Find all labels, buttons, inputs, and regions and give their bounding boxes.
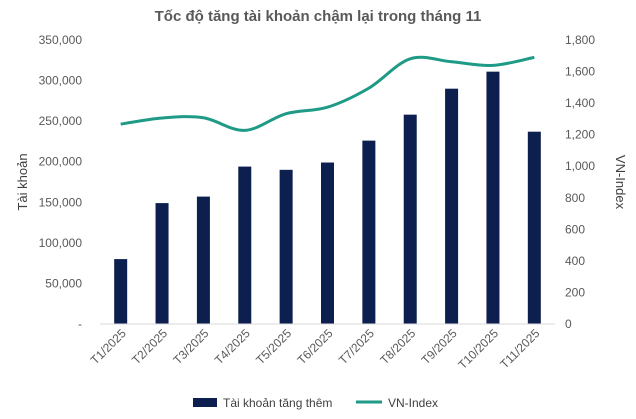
bar xyxy=(403,114,417,324)
right-tick-label: 400 xyxy=(565,254,585,268)
right-tick-label: 1,600 xyxy=(565,65,595,79)
x-tick-label: T4/2025 xyxy=(212,326,253,367)
x-tick-label: T2/2025 xyxy=(129,326,170,367)
x-tick-label: T1/2025 xyxy=(88,326,129,367)
right-tick-label: 1,800 xyxy=(565,33,595,47)
left-axis-ticks: - 50,000 100,000 150,000 200,000 250,000 300,0… xyxy=(39,33,83,331)
x-tick-label: T3/2025 xyxy=(170,326,211,367)
legend-line-label: VN-Index xyxy=(388,396,438,410)
bar xyxy=(362,140,376,324)
x-tick-label: T10/2025 xyxy=(455,326,501,372)
x-tick-label: T7/2025 xyxy=(336,326,377,367)
line-series-group xyxy=(120,55,535,132)
bar xyxy=(445,88,459,324)
left-tick-label: 50,000 xyxy=(45,276,82,290)
legend-bar-swatch xyxy=(193,398,217,407)
chart-title: Tốc độ tăng tài khoản chậm lại trong thá… xyxy=(155,8,482,25)
left-tick-label: 300,000 xyxy=(39,74,83,88)
right-tick-label: 1,400 xyxy=(565,96,595,110)
right-tick-label: 200 xyxy=(565,285,585,299)
bar xyxy=(155,203,169,324)
bar xyxy=(486,71,500,324)
left-tick-label: 200,000 xyxy=(39,155,83,169)
bar-series xyxy=(114,71,541,324)
x-tick-label: T8/2025 xyxy=(377,326,418,367)
left-tick-label: 350,000 xyxy=(39,33,83,47)
right-axis-title: VN-Index xyxy=(613,155,628,210)
x-tick-label: T9/2025 xyxy=(419,326,460,367)
left-tick-label: 100,000 xyxy=(39,236,83,250)
bar xyxy=(196,196,210,324)
bar xyxy=(527,131,541,324)
x-tick-label: T11/2025 xyxy=(497,326,542,371)
left-tick-label: 250,000 xyxy=(39,114,83,128)
right-tick-label: 1,000 xyxy=(565,159,595,173)
legend: Tài khoản tăng thêm VN-Index xyxy=(193,396,438,410)
bar xyxy=(321,162,334,324)
bar xyxy=(238,166,252,324)
left-tick-label: 150,000 xyxy=(39,195,83,209)
right-tick-label: 600 xyxy=(565,222,585,236)
left-tick-label: - xyxy=(78,317,82,331)
x-axis-ticks: T1/2025 T2/2025 T3/2025 T4/2025 T5/2025 T6/20… xyxy=(88,326,543,372)
left-axis-title: Tài khoản xyxy=(15,153,30,210)
x-tick-label: T6/2025 xyxy=(295,326,336,367)
right-tick-label: 800 xyxy=(565,191,585,205)
x-tick-label: T5/2025 xyxy=(253,326,294,367)
right-tick-label: 0 xyxy=(565,317,572,331)
legend-bar-label: Tài khoản tăng thêm xyxy=(223,396,332,410)
right-axis-ticks: 0 200 400 600 800 1,000 1,200 1,400 1,600 1,800 xyxy=(565,33,595,331)
vn-index-line xyxy=(120,55,535,132)
right-tick-label: 1,200 xyxy=(565,128,595,142)
bar xyxy=(279,169,293,324)
bar xyxy=(114,259,128,324)
